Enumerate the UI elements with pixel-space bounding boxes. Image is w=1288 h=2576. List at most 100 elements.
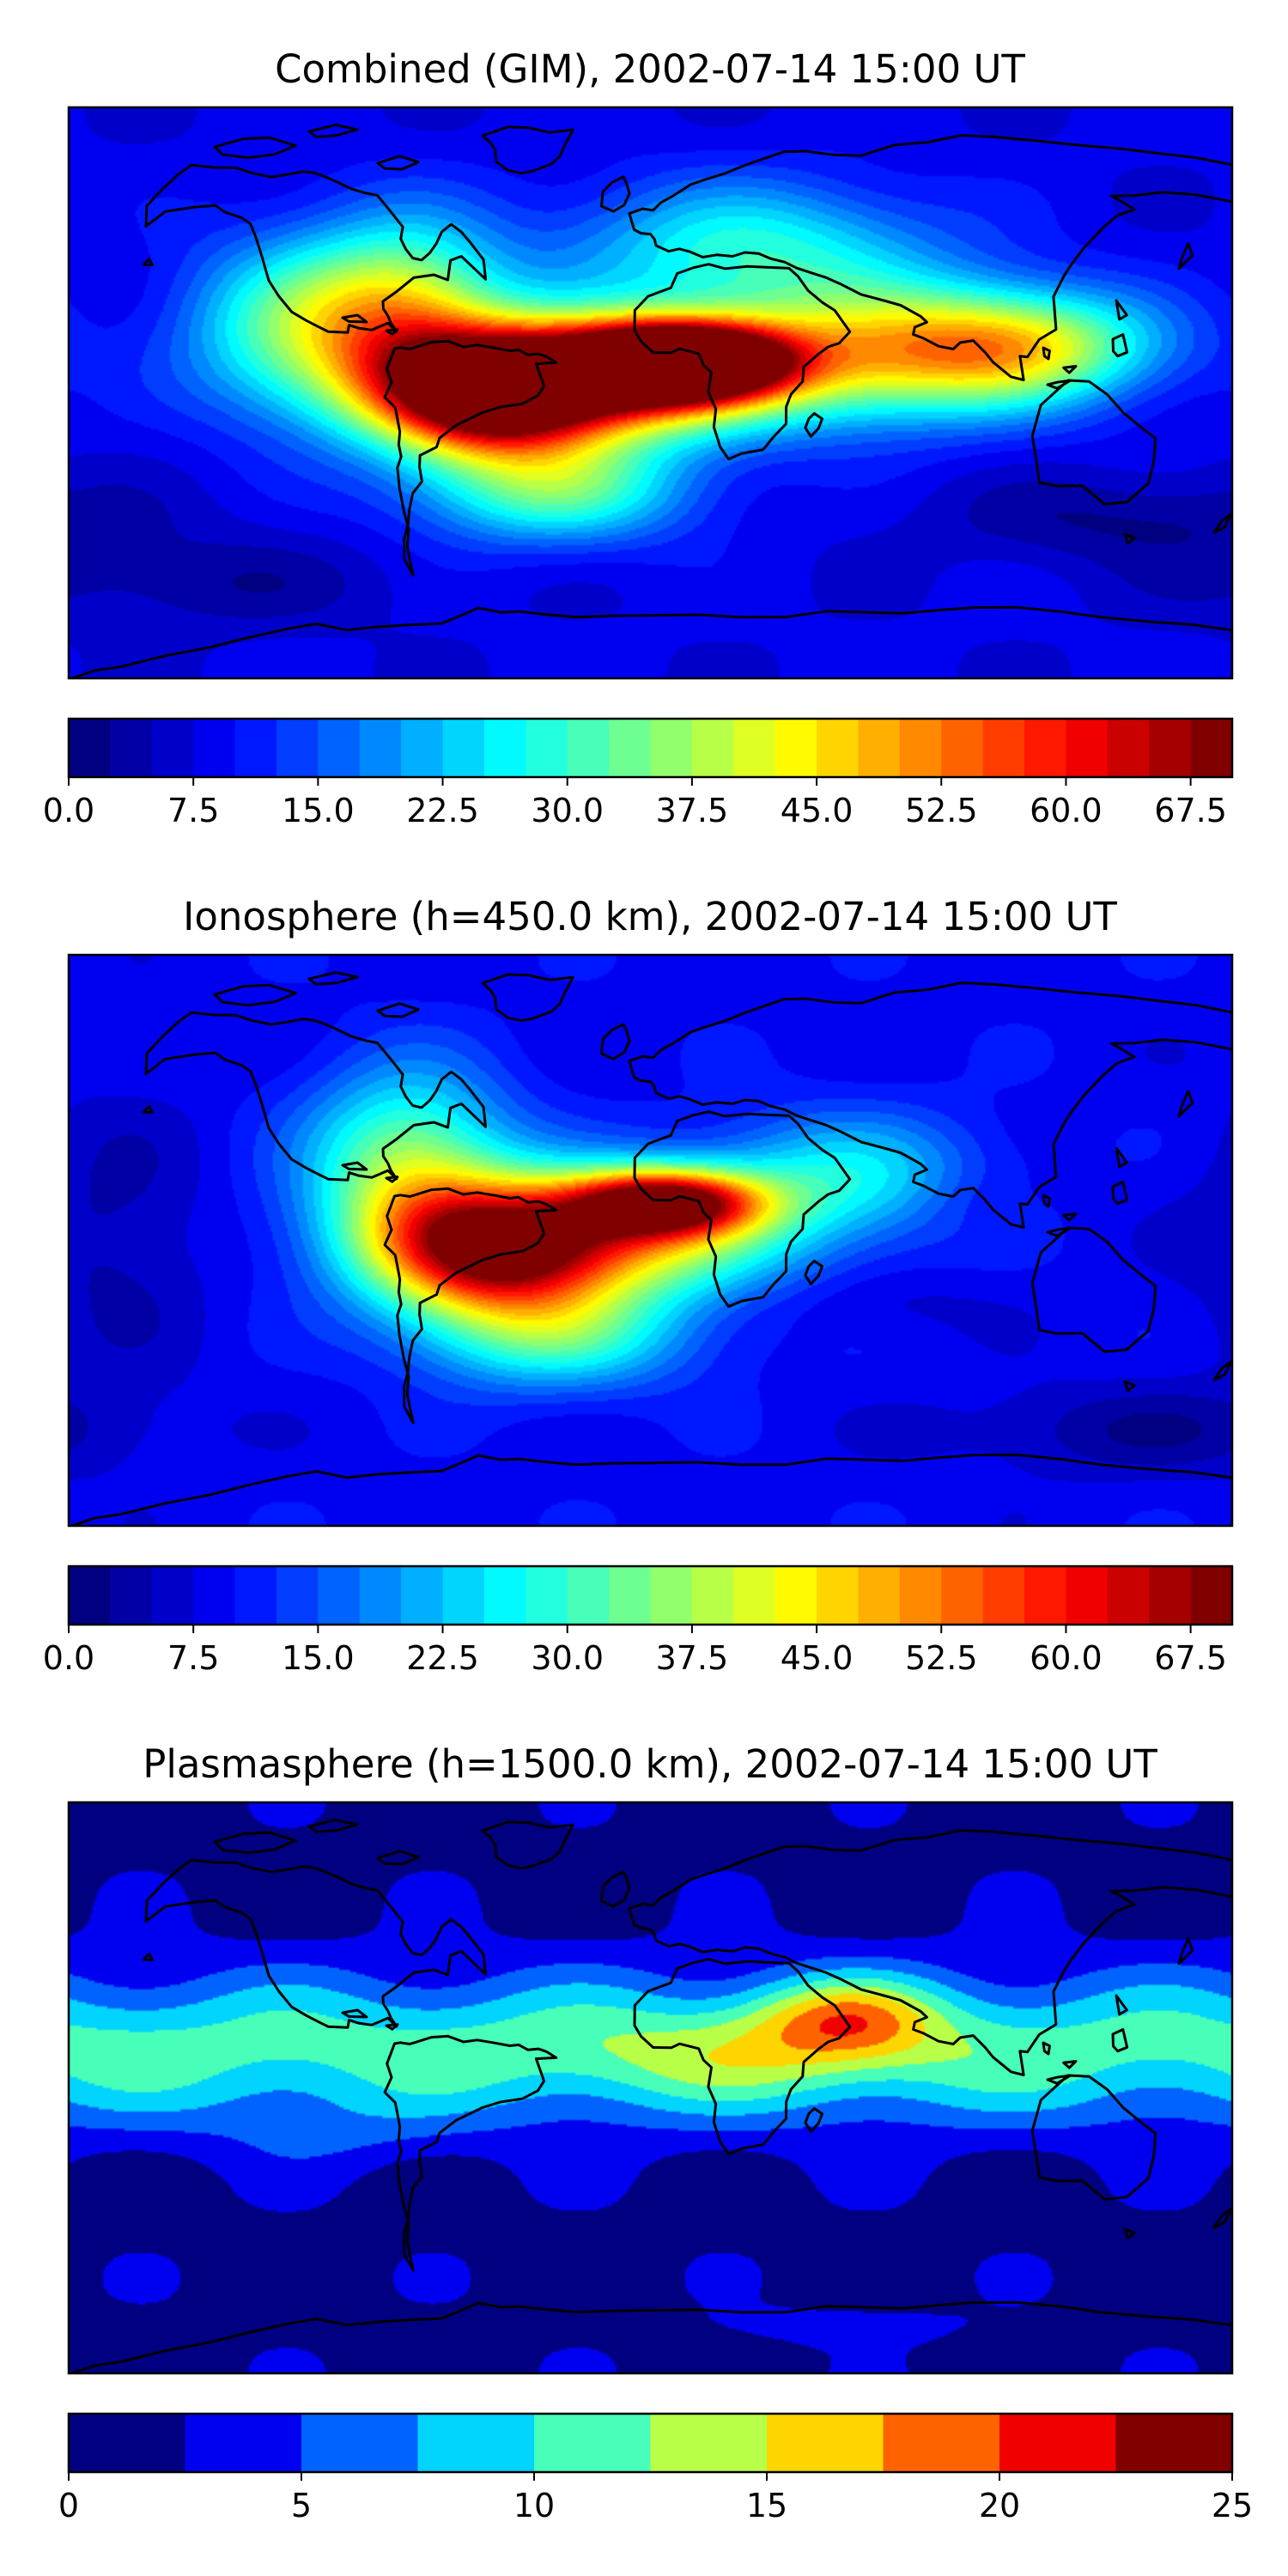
colorbar-tick-label: 0: [58, 2487, 79, 2524]
colorbar-segment: [483, 1566, 526, 1625]
colorbar-segment: [609, 1566, 652, 1625]
colorbar-segment: [1149, 1566, 1192, 1625]
colorbar-segment: [899, 1566, 942, 1625]
colorbar-segment: [110, 719, 153, 777]
colorbar-tick-label: 45.0: [781, 792, 854, 829]
colorbar-segment: [733, 719, 776, 777]
colorbar: 0.0 7.5 15.0 22.5 30.0 37.5 45.0 52.5 60.0 67.5: [43, 1564, 1234, 1677]
colorbar-segment: [767, 2414, 884, 2472]
chart-panel: Combined (GIM), 2002-07-14 15:00 UT 0.0 7…: [43, 46, 1234, 829]
map-frame: [67, 106, 1234, 680]
colorbar-segment: [858, 1566, 901, 1625]
colorbar-segment: [691, 1566, 734, 1625]
colorbar-segment: [775, 719, 817, 777]
colorbar-segment: [359, 1566, 402, 1625]
colorbar-tick-label: 30.0: [531, 1639, 604, 1677]
map-frame: [67, 1801, 1234, 2375]
map-field: [69, 955, 1232, 1526]
colorbar-tick-label: 25: [1212, 2487, 1253, 2524]
chart-panel: Ionosphere (h=450.0 km), 2002-07-14 15:0…: [43, 894, 1234, 1677]
colorbar-segment: [534, 2414, 652, 2472]
colorbar-segment: [151, 719, 194, 777]
map-field: [69, 1802, 1232, 2373]
colorbar-frame: [67, 717, 1234, 779]
colorbar-segment: [567, 719, 610, 777]
colorbar-tick-label: 52.5: [905, 792, 978, 829]
colorbar-segment: [276, 1566, 319, 1625]
colorbar-segment: [526, 719, 568, 777]
colorbar-segment: [982, 1566, 1025, 1625]
colorbar-segment: [899, 719, 942, 777]
colorbar-segment: [69, 2414, 186, 2472]
colorbar-segment: [941, 1566, 984, 1625]
colorbar-segment: [775, 1566, 817, 1625]
colorbar-segment: [417, 2414, 535, 2472]
colorbar-tick-label: 67.5: [1154, 792, 1227, 829]
chart-title: Plasmasphere (h=1500.0 km), 2002-07-14 1…: [143, 1741, 1157, 1787]
colorbar-segment: [301, 2414, 419, 2472]
colorbar-segment: [567, 1566, 610, 1625]
colorbar-segment: [1066, 719, 1109, 777]
colorbar-segment: [401, 719, 444, 777]
colorbar-segment: [276, 719, 319, 777]
colorbar-tick-label: 0.0: [43, 1639, 94, 1677]
colorbar-segment: [999, 2414, 1117, 2472]
colorbar-tick-label: 10: [513, 2487, 555, 2524]
colorbar-segment: [691, 719, 734, 777]
colorbar-segment: [318, 1566, 361, 1625]
colorbar-segment: [1024, 1566, 1067, 1625]
colorbar-segment: [733, 1566, 776, 1625]
colorbar-segment: [817, 719, 860, 777]
colorbar-segment: [442, 719, 485, 777]
colorbar-tick-label: 7.5: [167, 1639, 219, 1677]
colorbar-tick-label: 15.0: [282, 1639, 355, 1677]
colorbar-tick-label: 7.5: [167, 792, 219, 829]
colorbar-tick-label: 22.5: [406, 1639, 479, 1677]
colorbar-segment: [1066, 1566, 1109, 1625]
colorbar-segment: [1024, 719, 1067, 777]
colorbar: 0.0 7.5 15.0 22.5 30.0 37.5 45.0 52.5 60.0 67.5: [43, 717, 1234, 829]
colorbar-segment: [193, 719, 236, 777]
colorbar-tick-label: 22.5: [406, 792, 479, 829]
colorbar-tick-label: 52.5: [905, 1639, 978, 1677]
colorbar-tick-label: 67.5: [1154, 1639, 1227, 1677]
colorbar-tick-label: 5: [291, 2487, 312, 2524]
colorbar-frame: [67, 1564, 1234, 1626]
colorbar-tick-label: 0.0: [43, 792, 94, 829]
chart-title: Ionosphere (h=450.0 km), 2002-07-14 15:0…: [183, 894, 1117, 939]
colorbar-tick-label: 20: [979, 2487, 1020, 2524]
colorbar-segment: [401, 1566, 444, 1625]
colorbar-segment: [151, 1566, 194, 1625]
chart-title: Combined (GIM), 2002-07-14 15:00 UT: [275, 46, 1025, 92]
colorbar-tick-label: 30.0: [531, 792, 604, 829]
colorbar-segment: [69, 719, 111, 777]
colorbar-segment: [110, 1566, 153, 1625]
colorbar-segment: [359, 719, 402, 777]
colorbar-tick-label: 37.5: [656, 792, 729, 829]
colorbar-segment: [193, 1566, 236, 1625]
colorbar-segment: [234, 1566, 277, 1625]
colorbar-segment: [1190, 1566, 1233, 1625]
colorbar-frame: [67, 2412, 1234, 2474]
colorbar-tick-label: 60.0: [1030, 792, 1103, 829]
colorbar-tick-label: 15: [746, 2487, 787, 2524]
colorbar-segment: [526, 1566, 568, 1625]
colorbar-segment: [318, 719, 361, 777]
colorbar-segment: [858, 719, 901, 777]
colorbar-segment: [941, 719, 984, 777]
chart-panel: Plasmasphere (h=1500.0 km), 2002-07-14 1…: [58, 1741, 1253, 2524]
colorbar: 0 5 10 15 20 25: [58, 2412, 1253, 2524]
colorbar-segment: [442, 1566, 485, 1625]
map-field: [69, 107, 1232, 678]
colorbar-segment: [483, 719, 526, 777]
colorbar-segment: [1115, 2414, 1233, 2472]
colorbar-tick-label: 60.0: [1030, 1639, 1103, 1677]
colorbar-segment: [185, 2414, 302, 2472]
colorbar-segment: [650, 2414, 768, 2472]
colorbar-segment: [1190, 719, 1233, 777]
map-frame: [67, 953, 1234, 1528]
colorbar-segment: [650, 719, 693, 777]
colorbar-tick-label: 45.0: [781, 1639, 854, 1677]
colorbar-segment: [1107, 1566, 1150, 1625]
